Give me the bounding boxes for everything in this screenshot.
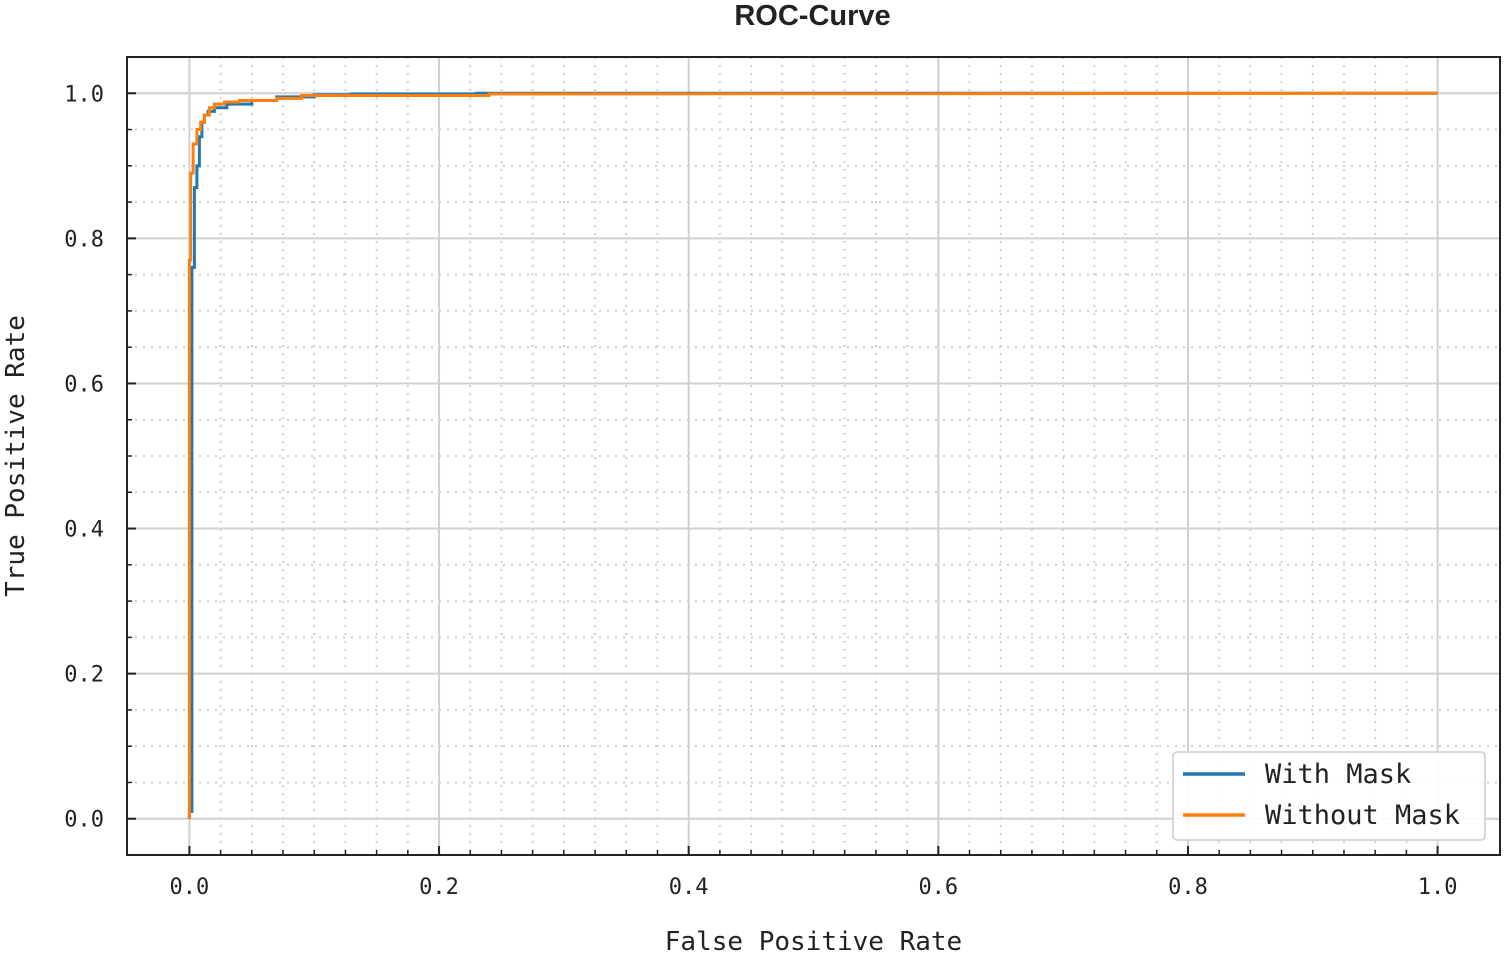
axis-ticks: 0.0 0.2 0.4 0.6 0.8 1.0 0.0 0.2 0.4 0.6 0.8 1.0	[64, 56, 1458, 900]
chart-title: ROC-Curve	[734, 0, 890, 32]
series-lines	[187, 91, 1438, 819]
legend: With Mask Without Mask	[1172, 751, 1486, 841]
x-tick-label: 0.2	[419, 875, 459, 900]
y-tick-label: 0.2	[64, 663, 104, 688]
y-tick-label: 0.6	[64, 372, 104, 397]
y-tick-label: 0.0	[64, 808, 104, 833]
x-axis-label: False Positive Rate	[665, 927, 962, 955]
y-tick-label: 1.0	[64, 82, 104, 107]
x-tick-label: 0.4	[669, 875, 709, 900]
x-tick-label: 0.6	[918, 875, 958, 900]
legend-box	[1172, 751, 1486, 841]
x-tick-label: 0.0	[170, 875, 210, 900]
legend-label: With Mask	[1265, 759, 1411, 790]
y-axis-label: True Positive Rate	[1, 315, 31, 597]
series-line-without-mask	[187, 91, 1438, 819]
y-tick-label: 0.8	[64, 227, 104, 252]
grid-lines	[127, 56, 1500, 856]
legend-label: Without Mask	[1265, 800, 1460, 831]
x-tick-label: 1.0	[1418, 875, 1458, 900]
y-tick-label: 0.4	[64, 518, 104, 543]
plot-frame	[126, 56, 1501, 856]
x-tick-label: 0.8	[1168, 875, 1208, 900]
